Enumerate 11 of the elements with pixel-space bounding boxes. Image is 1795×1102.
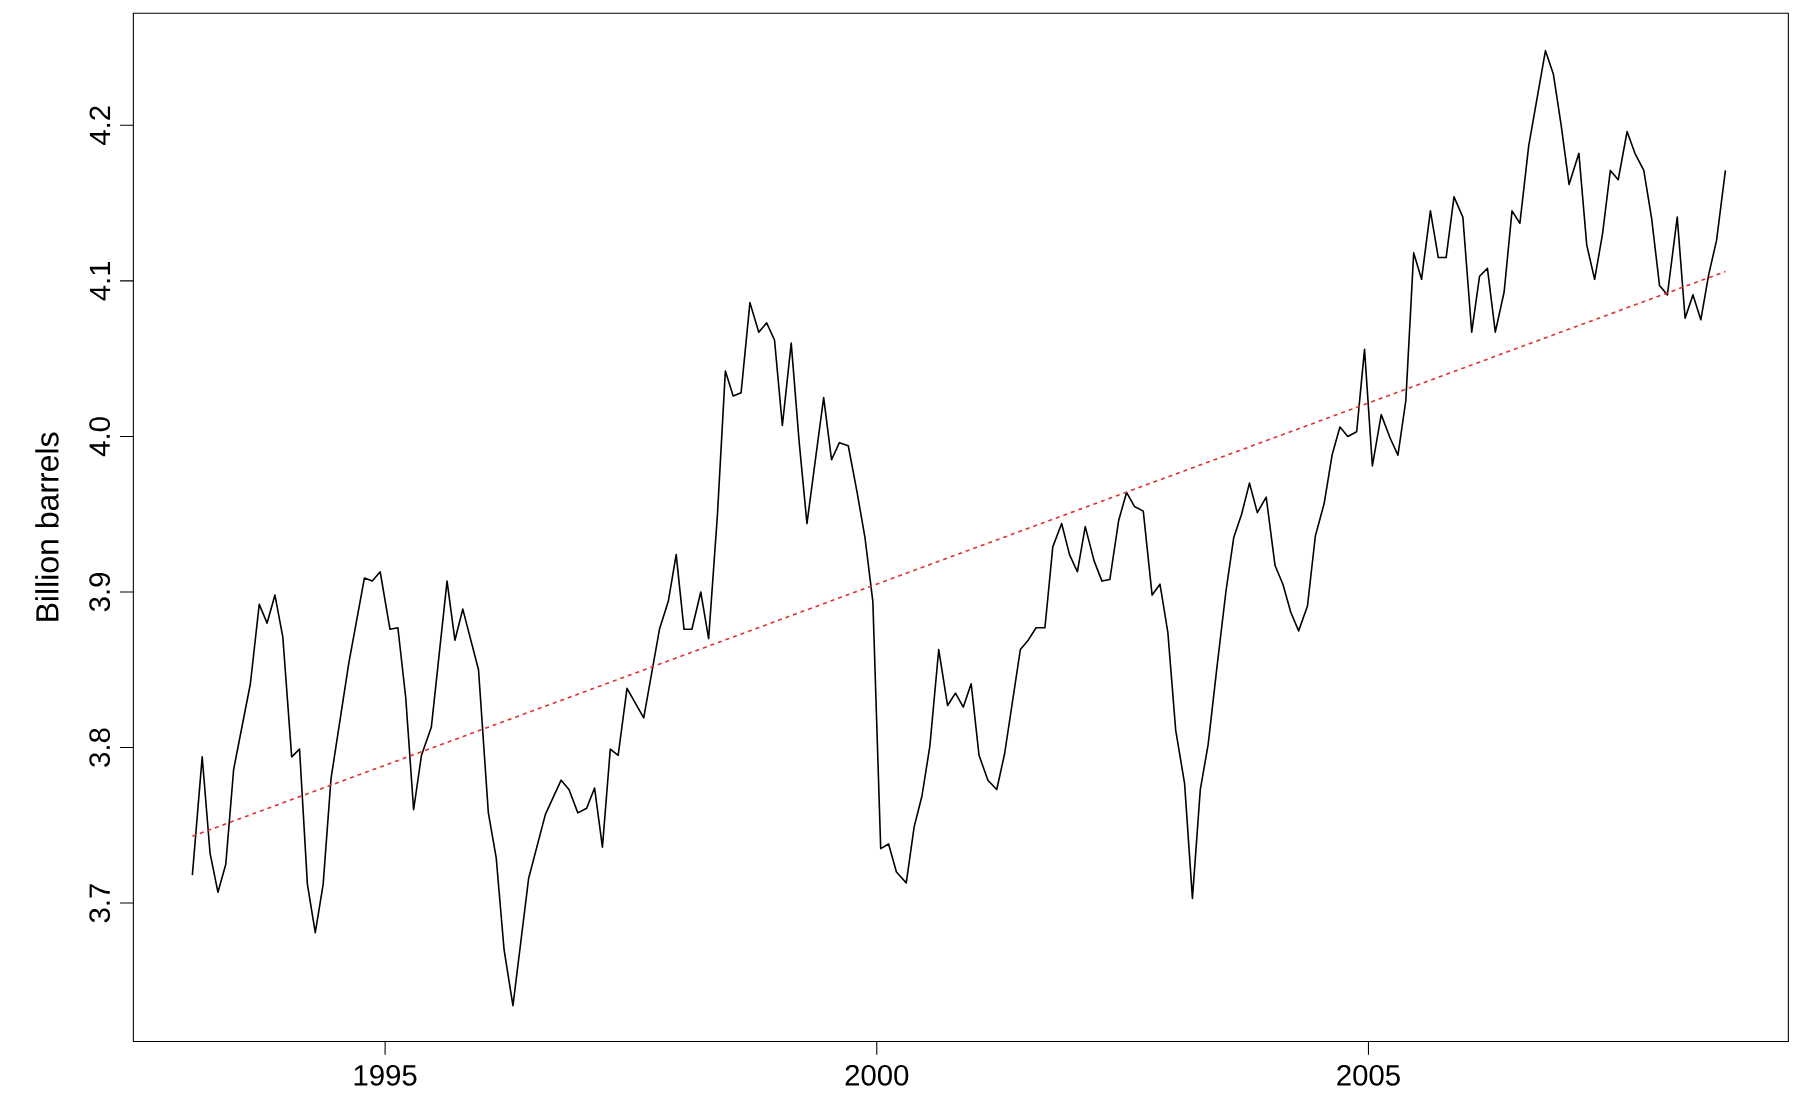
x-tick-label: 2005: [1337, 1065, 1400, 1086]
y-axis-title: Billion barrels: [35, 432, 59, 622]
y-tick-label: 4.1: [89, 262, 111, 301]
y-tick-label: 3.9: [89, 573, 111, 612]
y-tick-label: 4.0: [89, 417, 111, 457]
y-tick-label: 3.8: [89, 728, 111, 768]
y-tick-label: 4.2: [89, 106, 111, 146]
x-tick-label: 1995: [354, 1065, 417, 1086]
x-tick-label: 2000: [845, 1065, 909, 1086]
y-tick-label: 3.7: [89, 884, 111, 923]
line-series: [191, 50, 1727, 1007]
